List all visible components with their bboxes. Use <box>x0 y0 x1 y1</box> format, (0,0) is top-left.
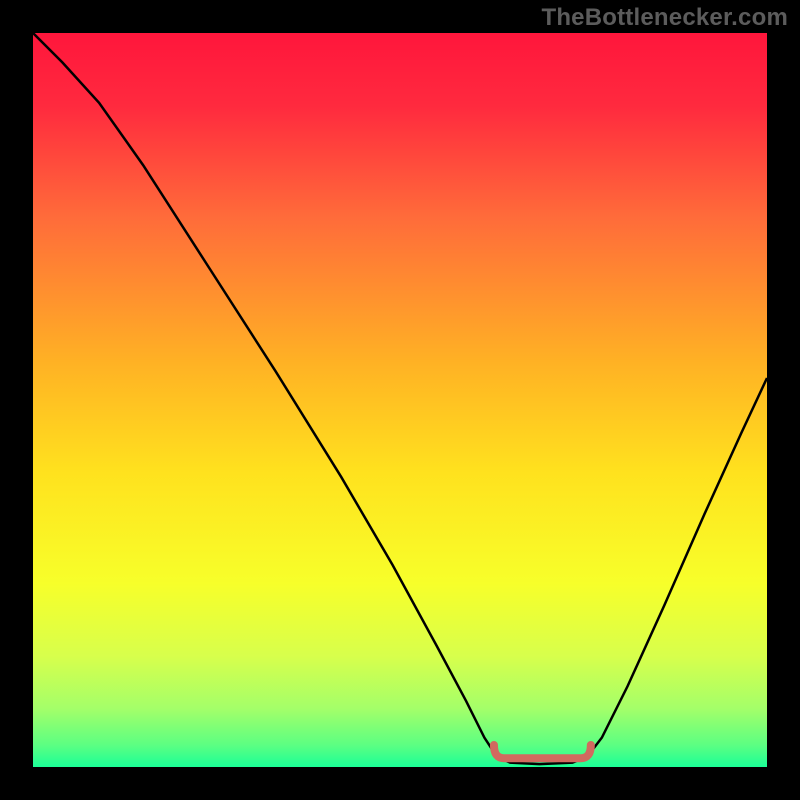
watermark-text: TheBottlenecker.com <box>541 4 788 32</box>
plot-area <box>33 33 767 767</box>
gradient-background <box>33 33 767 767</box>
chart-frame: TheBottlenecker.com <box>0 0 800 800</box>
plot-svg <box>33 33 767 767</box>
